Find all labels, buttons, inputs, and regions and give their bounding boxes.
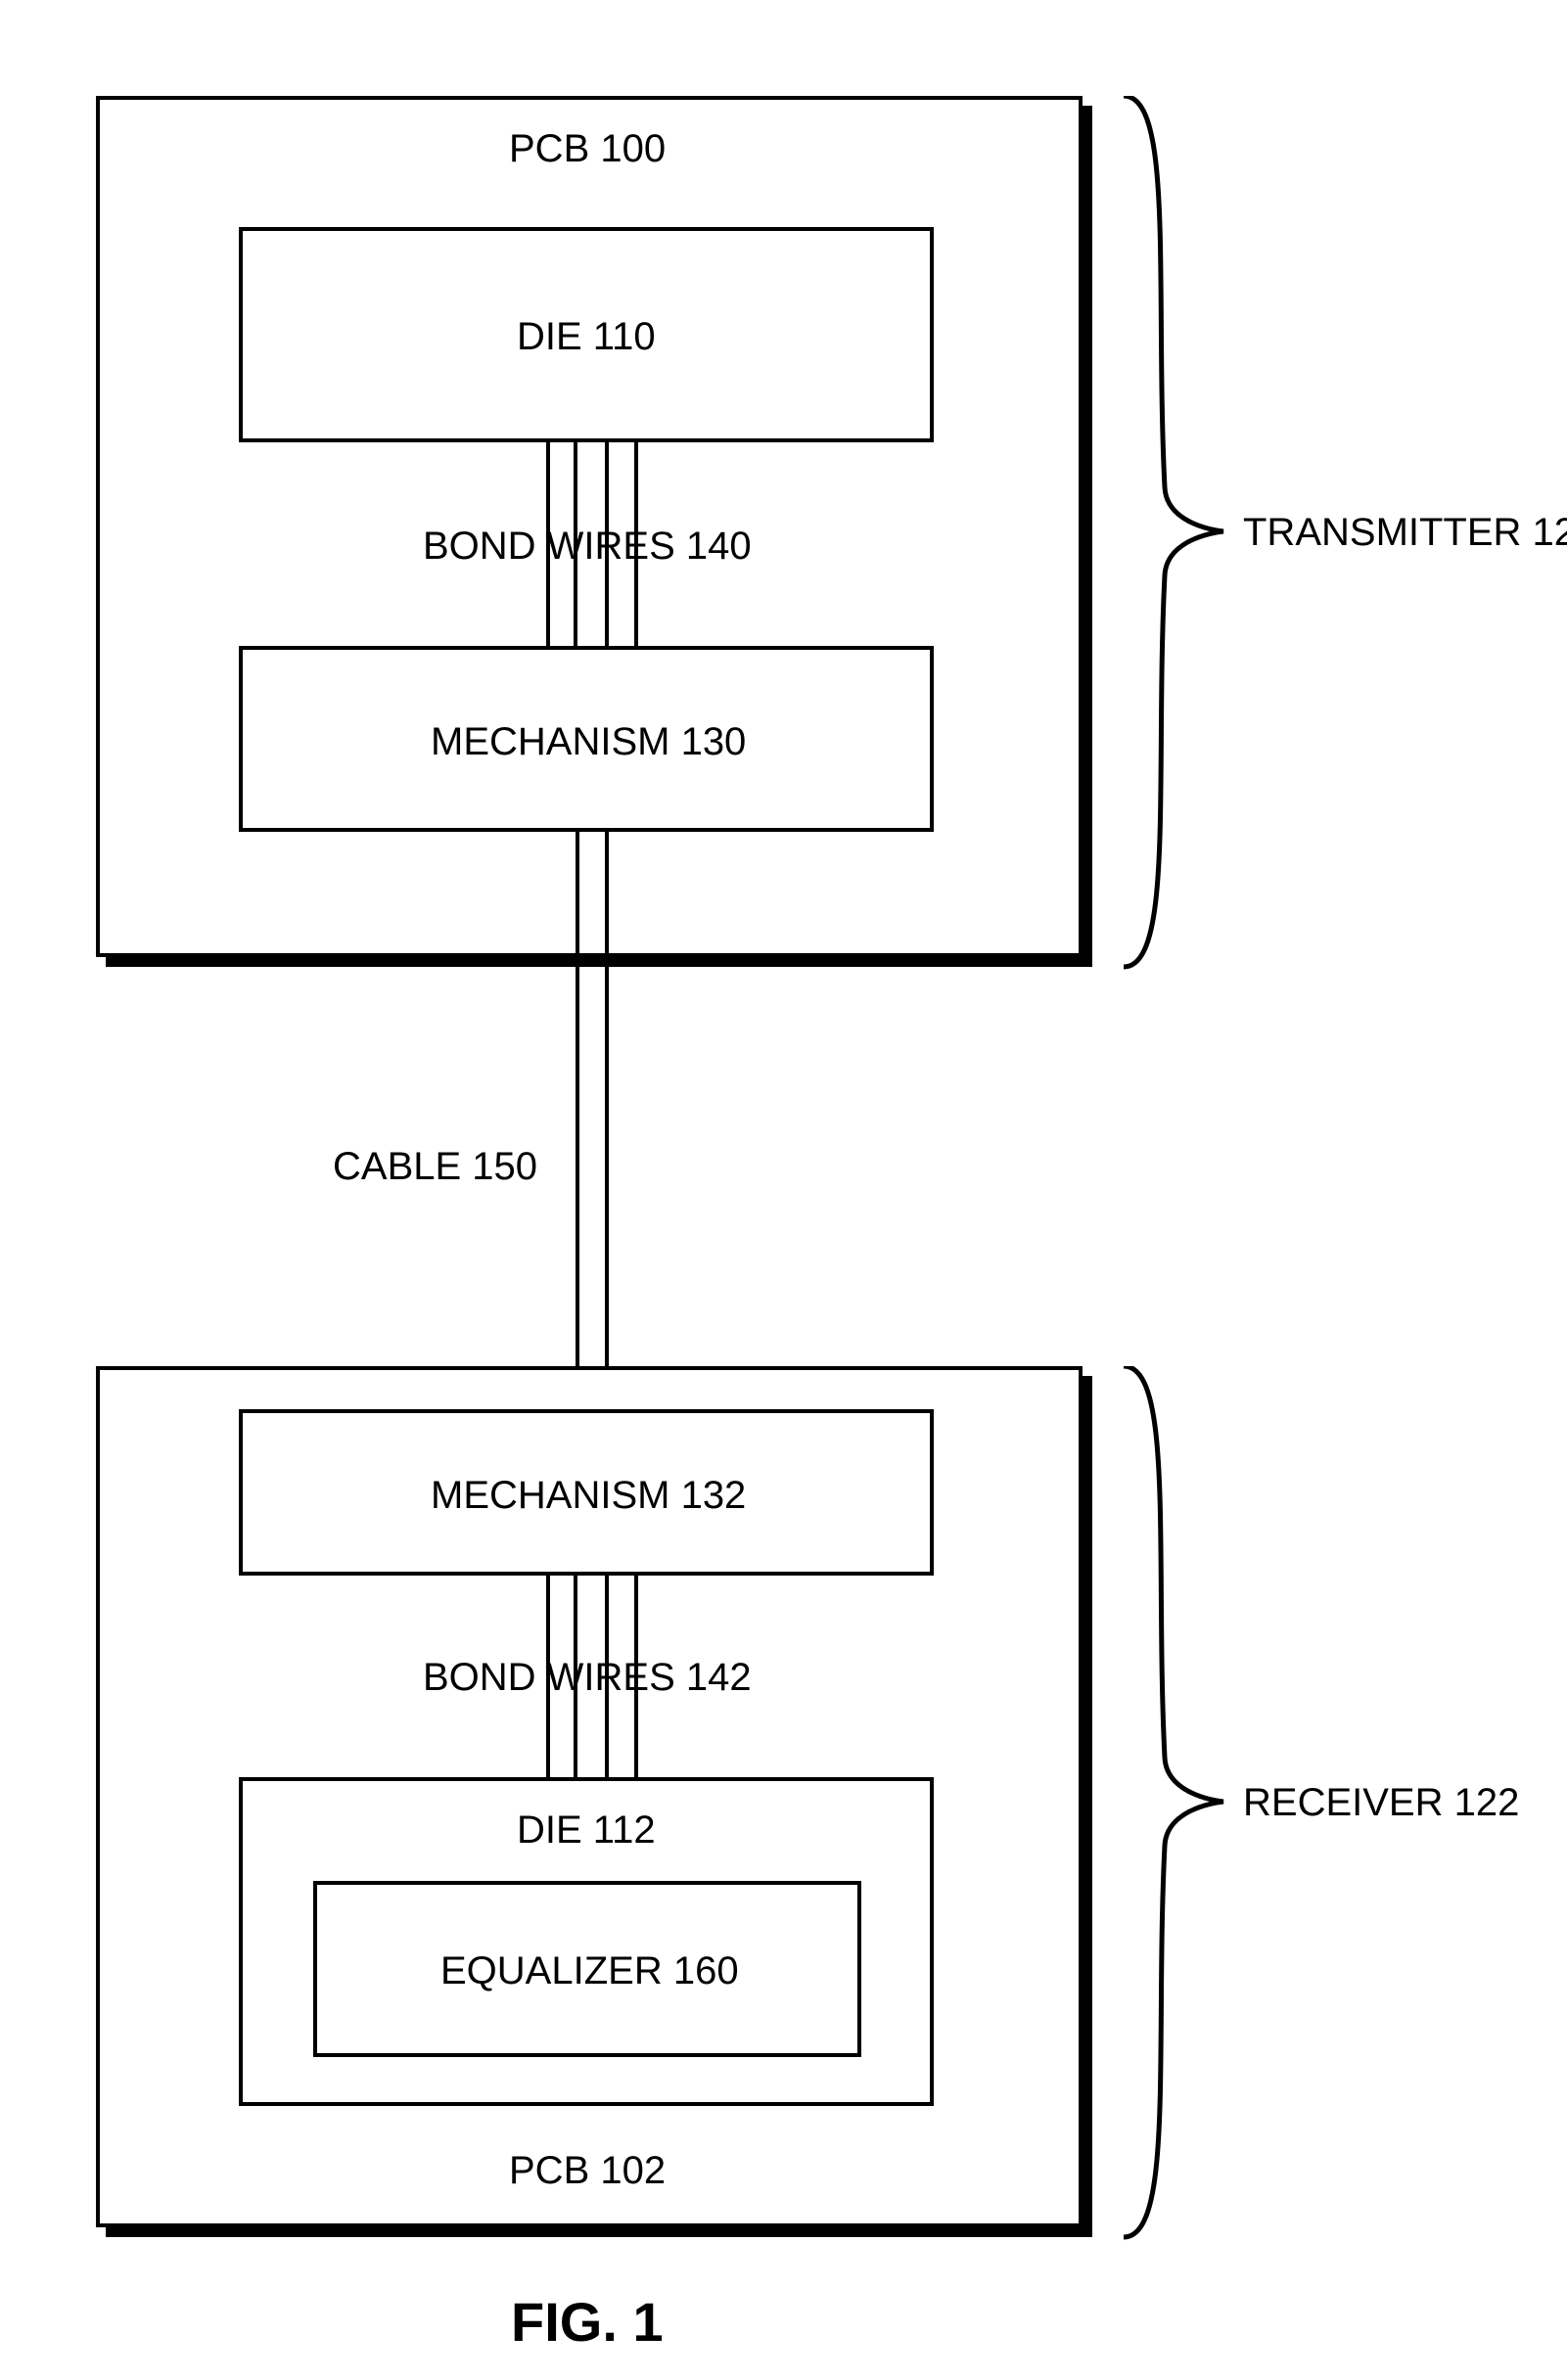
figure-caption: FIG. 1 xyxy=(511,2290,664,2354)
die-112-label: DIE 112 xyxy=(517,1808,656,1853)
bond-wires-142-label: BOND WIRES 142 xyxy=(423,1656,752,1700)
cable-150-label: CABLE 150 xyxy=(333,1145,537,1189)
mechanism-130-label: MECHANISM 130 xyxy=(431,720,746,764)
pcb-102-label: PCB 102 xyxy=(509,2149,666,2193)
cable-line xyxy=(576,832,579,1409)
equalizer-160-label: EQUALIZER 160 xyxy=(440,1949,739,1993)
transmitter-side-label: TRANSMITTER 120 xyxy=(1243,511,1567,555)
mechanism-132-label: MECHANISM 132 xyxy=(431,1474,746,1518)
brace-rx xyxy=(1116,1366,1233,2247)
die-110-label: DIE 110 xyxy=(517,315,656,359)
figure-canvas: PCB 100 DIE 110 BOND WIRES 140 MECHANISM… xyxy=(0,0,1567,2380)
cable-line xyxy=(605,832,609,1409)
pcb-100-label: PCB 100 xyxy=(509,127,666,171)
brace-tx xyxy=(1116,96,1233,977)
bond-wires-140-label: BOND WIRES 140 xyxy=(423,525,752,569)
receiver-side-label: RECEIVER 122 xyxy=(1243,1781,1519,1825)
